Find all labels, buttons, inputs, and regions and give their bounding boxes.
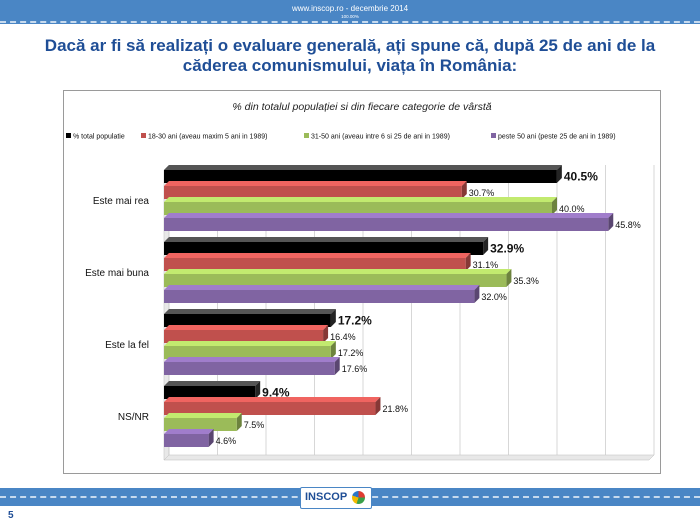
bar-side-3-1 (375, 397, 381, 415)
bar-top-2-1 (164, 325, 329, 330)
data-label-0-3: 45.8% (615, 220, 641, 230)
legend-label-3: peste 50 ani (peste 25 de ani in 1989) (498, 134, 616, 141)
data-label-3-1: 21.8% (382, 404, 408, 414)
bar-2-3 (164, 362, 335, 375)
bar-side-3-2 (236, 413, 242, 431)
bar-side-0-1 (461, 181, 467, 199)
data-label-1-2: 35.3% (513, 276, 539, 286)
data-label-3-2: 7.5% (244, 420, 265, 430)
bar-1-3 (164, 290, 475, 303)
bar-top-1-1 (164, 253, 471, 258)
bar-1-2 (164, 274, 507, 287)
slide-title: Dacă ar fi să realizați o evaluare gener… (30, 36, 670, 76)
bar-side-1-1 (465, 253, 471, 271)
logo-text: INSCOP (305, 491, 348, 503)
bar-top-3-3 (164, 429, 214, 434)
plot-floor (163, 454, 655, 461)
category-label-0: Este mai rea (93, 196, 150, 207)
bar-side-2-0 (330, 309, 336, 327)
data-label-0-0: 40.5% (564, 170, 598, 184)
bar-0-0 (164, 170, 557, 183)
bar-side-3-3 (208, 429, 214, 447)
inscop-logo: INSCOP (300, 487, 372, 509)
bar-3-2 (164, 418, 237, 431)
bar-0-2 (164, 202, 552, 215)
legend-label-1: 18-30 ani (aveau maxim 5 ani in 1989) (148, 134, 267, 141)
legend-label-2: 31-50 ani (aveau intre 6 si 25 de ani in… (311, 134, 450, 141)
bar-3-1 (164, 402, 376, 415)
bar-top-3-1 (164, 397, 381, 402)
category-label-2: Este la fel (105, 340, 149, 351)
bar-3-3 (164, 434, 209, 447)
bar-side-0-3 (608, 213, 614, 231)
bar-top-0-3 (164, 213, 614, 218)
bar-top-1-0 (164, 237, 489, 242)
bar-top-3-2 (164, 413, 242, 418)
bar-side-1-3 (474, 285, 480, 303)
header-site[interactable]: www.inscop.ro (291, 4, 344, 13)
slide-title-line-2: căderea comunismului, viața în România: (182, 56, 518, 75)
bar-top-1-3 (164, 285, 480, 290)
top-band (0, 0, 700, 24)
bar-side-1-2 (506, 269, 512, 287)
bar-side-1-0 (483, 237, 489, 255)
legend-swatch-1 (141, 133, 146, 138)
data-label-3-0: 9.4% (262, 386, 290, 400)
bar-0-1 (164, 186, 462, 199)
bar-top-3-0 (164, 381, 261, 386)
bar-top-2-3 (164, 357, 340, 362)
legend-swatch-2 (304, 133, 309, 138)
legend-swatch-3 (491, 133, 496, 138)
legend-label-0: % total populatie (73, 134, 125, 141)
data-label-2-0: 17.2% (338, 314, 372, 328)
bar-side-2-2 (330, 341, 336, 359)
data-label-1-1: 31.1% (473, 260, 499, 270)
bar-top-2-2 (164, 341, 336, 346)
bar-top-0-0 (164, 165, 562, 170)
bar-top-0-1 (164, 181, 467, 186)
data-label-2-3: 17.6% (342, 364, 368, 374)
bar-3-0 (164, 386, 256, 399)
bar-side-0-0 (556, 165, 562, 183)
data-label-2-1: 16.4% (330, 332, 356, 342)
header-sub: 100.00% (341, 14, 359, 19)
legend-swatch-0 (66, 133, 71, 138)
bar-1-0 (164, 242, 484, 255)
chart-title: % din totalul populației si din fiecare … (232, 101, 491, 113)
bar-side-2-3 (334, 357, 340, 375)
bar-2-0 (164, 314, 331, 327)
category-label-3: NS/NR (118, 412, 149, 423)
bar-chart: % din totalul populației si din fiecare … (66, 101, 655, 461)
bar-top-0-2 (164, 197, 557, 202)
pie-logo-icon (352, 491, 365, 504)
chart-frame: % din totalul populației si din fiecare … (63, 90, 661, 474)
header-separator: - (345, 4, 349, 13)
bar-top-2-0 (164, 309, 336, 314)
category-label-1: Este mai buna (85, 268, 149, 279)
data-label-3-3: 4.6% (216, 436, 237, 446)
slide-title-line-1: Dacă ar fi să realizați o evaluare gener… (44, 36, 656, 55)
bar-top-1-2 (164, 269, 512, 274)
header-date: decembrie 2014 (350, 4, 409, 13)
bar-1-1 (164, 258, 466, 271)
data-label-1-3: 32.0% (481, 292, 507, 302)
slide-number: 5 (8, 510, 14, 521)
bar-2-1 (164, 330, 324, 343)
data-label-0-1: 30.7% (469, 188, 495, 198)
data-label-0-2: 40.0% (559, 204, 585, 214)
bar-side-0-2 (552, 197, 557, 215)
bar-side-3-0 (255, 381, 261, 399)
bar-side-2-1 (323, 325, 329, 343)
data-label-2-2: 17.2% (338, 348, 364, 358)
bar-2-2 (164, 346, 331, 359)
header-line: www.inscop.ro - decembrie 2014 (0, 4, 700, 13)
data-label-1-0: 32.9% (490, 242, 524, 256)
bar-0-3 (164, 218, 609, 231)
